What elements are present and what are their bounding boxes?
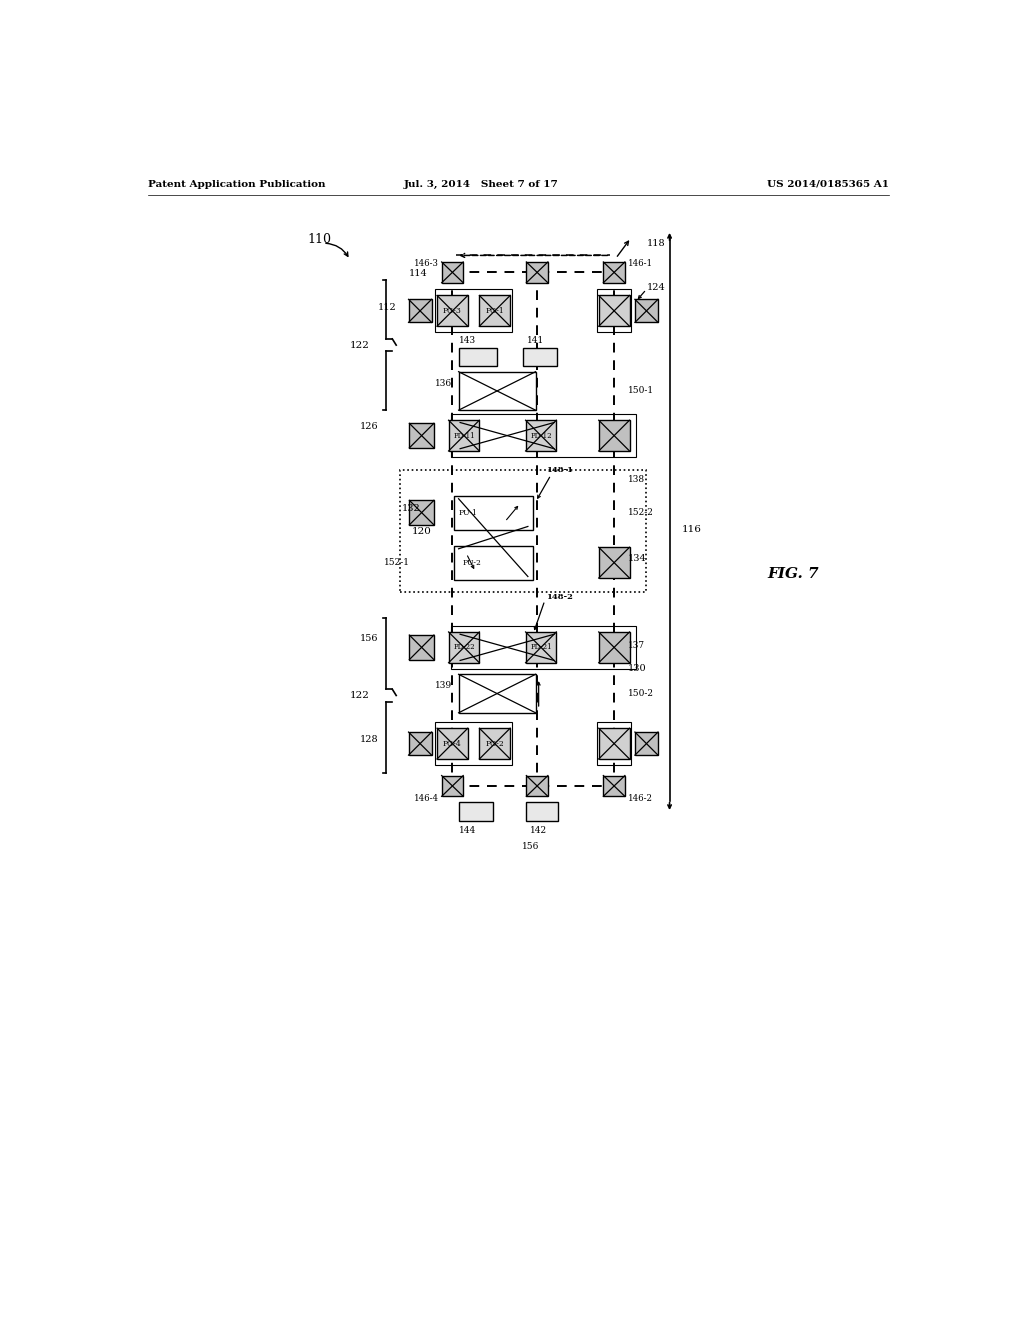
Text: PD-21: PD-21 [530, 643, 552, 651]
Bar [525, 420, 556, 451]
Text: 148-2: 148-2 [547, 593, 573, 602]
Text: 136: 136 [435, 379, 453, 388]
Bar [410, 635, 434, 660]
Text: PG-3: PG-3 [443, 306, 462, 315]
Text: PG-1: PG-1 [485, 306, 504, 315]
Text: PD-22: PD-22 [454, 643, 475, 651]
Text: PU-2: PU-2 [462, 558, 481, 566]
Text: 146-1: 146-1 [628, 259, 653, 268]
Bar [526, 776, 548, 796]
Bar [597, 722, 631, 766]
Bar [409, 300, 432, 322]
Bar [449, 420, 479, 451]
Bar [599, 296, 630, 326]
Bar [599, 420, 630, 451]
Bar [454, 545, 532, 579]
Bar [437, 729, 468, 759]
Text: FIG. 7: FIG. 7 [767, 568, 818, 581]
Text: 126: 126 [359, 422, 379, 430]
Text: 138: 138 [628, 475, 645, 484]
Text: 142: 142 [530, 826, 547, 836]
Text: 146-2: 146-2 [628, 793, 653, 803]
Bar [635, 733, 658, 755]
Bar [435, 289, 512, 333]
Text: 116: 116 [682, 524, 701, 533]
Bar [459, 675, 536, 713]
Text: 122: 122 [349, 341, 370, 350]
Text: 137: 137 [628, 642, 645, 651]
Bar [459, 372, 536, 411]
Text: 152-1: 152-1 [384, 558, 410, 568]
Text: Patent Application Publication: Patent Application Publication [147, 180, 325, 189]
Text: PD-11: PD-11 [454, 432, 475, 440]
Text: 150-2: 150-2 [628, 689, 654, 698]
Bar [459, 803, 494, 821]
Text: PG-4: PG-4 [443, 739, 462, 747]
Text: 114: 114 [409, 269, 428, 279]
Bar [599, 729, 630, 759]
Text: 128: 128 [359, 735, 379, 744]
Bar [409, 733, 432, 755]
Bar [599, 548, 630, 578]
Text: 141: 141 [527, 335, 544, 345]
Text: 143: 143 [459, 335, 476, 345]
Text: 152-2: 152-2 [628, 508, 654, 517]
Text: Jul. 3, 2014   Sheet 7 of 17: Jul. 3, 2014 Sheet 7 of 17 [403, 180, 558, 189]
Text: 120: 120 [412, 527, 431, 536]
Text: 122: 122 [349, 690, 370, 700]
Bar [479, 296, 510, 326]
Text: 144: 144 [459, 826, 476, 836]
Text: PG-2: PG-2 [485, 739, 504, 747]
Bar [451, 626, 636, 669]
Text: 110: 110 [307, 232, 332, 246]
Text: 130: 130 [628, 664, 646, 673]
Bar [526, 261, 548, 282]
Text: 134: 134 [628, 554, 647, 564]
Bar [523, 348, 557, 367]
Bar [599, 632, 630, 663]
Bar [441, 776, 463, 796]
Bar [400, 470, 646, 591]
Bar [435, 722, 512, 766]
Bar [410, 500, 434, 525]
Text: 112: 112 [378, 302, 397, 312]
Text: PU-1: PU-1 [459, 508, 477, 516]
Bar [449, 632, 479, 663]
Bar [525, 632, 556, 663]
Bar [459, 348, 497, 367]
Bar [603, 776, 625, 796]
Text: 156: 156 [522, 842, 540, 850]
Bar [597, 289, 631, 333]
Text: 146-3: 146-3 [414, 259, 438, 268]
Text: US 2014/0185365 A1: US 2014/0185365 A1 [767, 180, 889, 189]
Text: 124: 124 [646, 284, 666, 292]
Bar [635, 300, 658, 322]
Bar [603, 261, 625, 282]
Text: PD-12: PD-12 [530, 432, 552, 440]
Bar [437, 296, 468, 326]
Text: 118: 118 [646, 239, 665, 248]
Text: 139: 139 [435, 681, 453, 690]
Bar [479, 729, 510, 759]
Bar [410, 424, 434, 447]
Text: 148-1: 148-1 [547, 466, 573, 474]
Text: 146-4: 146-4 [414, 793, 438, 803]
Bar [441, 261, 463, 282]
Text: 132: 132 [401, 504, 420, 513]
Bar [451, 414, 636, 457]
Text: 150-1: 150-1 [628, 387, 654, 396]
Text: 156: 156 [360, 634, 379, 643]
Bar [454, 496, 532, 529]
Bar [525, 803, 558, 821]
